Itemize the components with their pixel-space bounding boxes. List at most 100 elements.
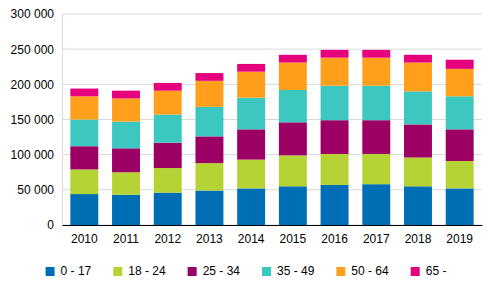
y-axis: 0 50 000 100 000 150 000 200 000 250 000 300 0… [11, 7, 63, 232]
bar [237, 64, 265, 72]
bar [70, 194, 98, 225]
bar [70, 146, 98, 169]
bar [362, 154, 390, 184]
bar [404, 124, 432, 157]
legend-label: 65 - [426, 264, 447, 278]
legend-swatch [336, 267, 345, 276]
x-tick: 2012 [154, 225, 181, 246]
legend-label: 0 - 17 [61, 264, 92, 278]
legend-label: 35 - 49 [277, 264, 315, 278]
y-tick: 100 000 [11, 148, 62, 162]
y-tick-label: 50 000 [17, 183, 54, 197]
series [70, 58, 473, 122]
bar [362, 58, 390, 86]
grid-line [62, 14, 482, 15]
x-tick: 2015 [280, 225, 307, 246]
bar [321, 120, 349, 154]
legend-swatch [188, 267, 197, 276]
bar [70, 169, 98, 194]
legend-item: 0 - 17 [46, 264, 92, 278]
x-tick-label: 2017 [363, 232, 390, 246]
bar [404, 157, 432, 186]
series [70, 86, 473, 149]
bar [195, 107, 223, 137]
bar [70, 89, 98, 97]
y-tick-label: 250 000 [11, 43, 55, 57]
x-tick-label: 2014 [238, 232, 265, 246]
x-tick-label: 2015 [280, 232, 307, 246]
x-tick: 2016 [321, 225, 348, 246]
y-tick-label: 0 [47, 218, 54, 232]
x-tick-label: 2019 [446, 232, 473, 246]
bar [112, 172, 140, 195]
bar [195, 81, 223, 107]
x-tick: 2011 [113, 225, 139, 246]
bar [279, 155, 307, 186]
legend-item: 25 - 34 [188, 264, 241, 278]
bar [279, 122, 307, 155]
legend-swatch [262, 267, 271, 276]
bar [195, 191, 223, 225]
bar [237, 188, 265, 225]
bar [404, 55, 432, 63]
x-tick-label: 2013 [196, 232, 223, 246]
bar [404, 186, 432, 225]
bar [237, 160, 265, 189]
x-tick: 2018 [405, 225, 432, 246]
bar [321, 86, 349, 120]
bar [154, 193, 182, 225]
bar [195, 73, 223, 81]
bar [362, 50, 390, 58]
bar [404, 63, 432, 92]
bar [154, 143, 182, 168]
bar [362, 86, 390, 120]
legend-swatch [411, 267, 420, 276]
x-tick-label: 2010 [71, 232, 98, 246]
y-tick-label: 300 000 [11, 7, 55, 21]
bar [70, 120, 98, 147]
bar [321, 58, 349, 86]
bar [154, 168, 182, 193]
legend-item: 50 - 64 [336, 264, 389, 278]
y-tick: 300 000 [11, 7, 62, 21]
bar [70, 96, 98, 119]
chart: 0 50 000 100 000 150 000 200 000 250 000 300 0… [0, 0, 492, 288]
y-tick-label: 200 000 [11, 78, 55, 92]
legend-item: 65 - [411, 264, 447, 278]
x-tick: 2013 [196, 225, 223, 246]
legend-item: 35 - 49 [262, 264, 315, 278]
legend: 0 - 17 18 - 24 25 - 34 35 - 49 50 - 64 65 - [46, 264, 447, 278]
legend-label: 25 - 34 [203, 264, 241, 278]
bar [446, 60, 474, 69]
bars [70, 50, 473, 225]
bar [404, 91, 432, 124]
bar [446, 96, 474, 129]
y-tick: 200 000 [11, 78, 62, 92]
y-axis-line [62, 15, 63, 226]
bar [112, 91, 140, 99]
x-tick: 2014 [238, 225, 265, 246]
x-tick-label: 2012 [154, 232, 181, 246]
y-tick-label: 150 000 [11, 113, 55, 127]
x-axis: 2010 2011 2012 2013 2014 2015 2016 2017 2018 2019 [63, 225, 483, 246]
bar [321, 50, 349, 58]
bar [112, 148, 140, 172]
bar [279, 90, 307, 122]
y-tick: 50 000 [17, 183, 62, 197]
y-tick: 0 [47, 218, 62, 232]
legend-label: 18 - 24 [128, 264, 166, 278]
bar [321, 185, 349, 225]
x-tick-label: 2016 [321, 232, 348, 246]
x-tick: 2019 [446, 225, 473, 246]
y-tick: 150 000 [11, 113, 62, 127]
series [70, 120, 473, 172]
bar [279, 63, 307, 90]
grid-line [62, 49, 482, 50]
bar [362, 184, 390, 225]
x-tick-label: 2011 [113, 232, 139, 246]
x-axis-line [63, 225, 483, 226]
legend-label: 50 - 64 [351, 264, 389, 278]
x-tick: 2010 [71, 225, 98, 246]
y-tick: 250 000 [11, 43, 62, 57]
bar [279, 55, 307, 63]
